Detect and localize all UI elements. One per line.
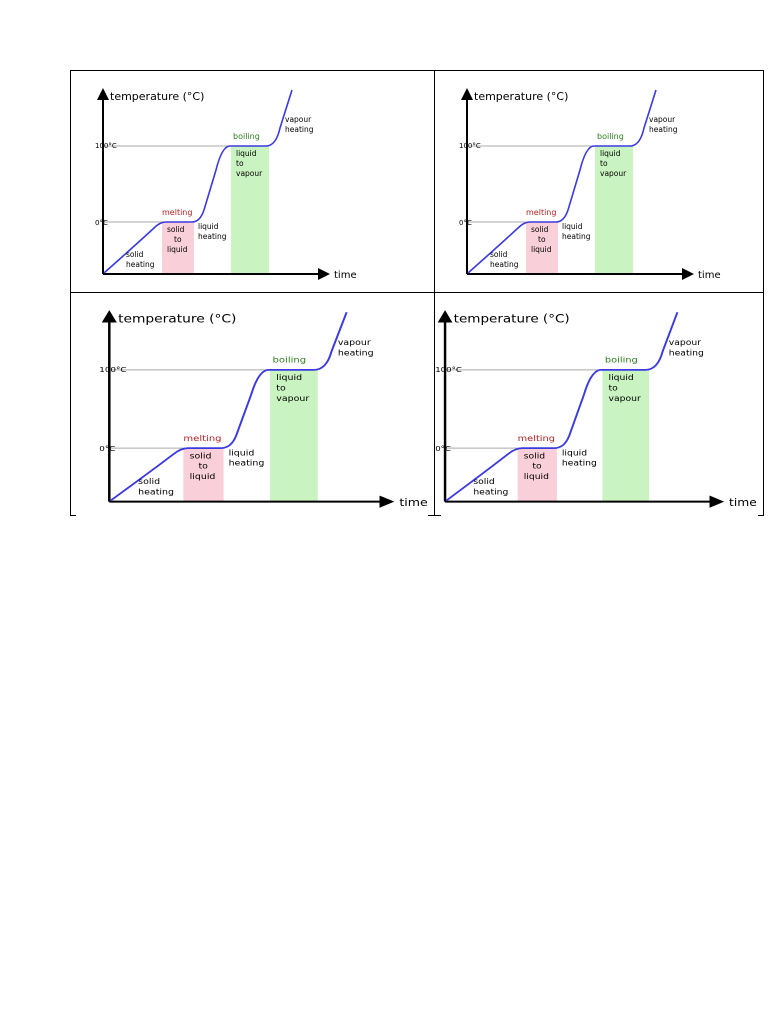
- boiling-title: boiling: [273, 356, 307, 366]
- vapour-heating-label: vapour heating: [338, 339, 374, 358]
- heating-curve-top-left: temperature (°C) time 100°C 0°C solid he…: [94, 82, 360, 286]
- heating-curve-line: [445, 311, 679, 502]
- vapour-heating-label: vapour heating: [669, 339, 704, 358]
- x-axis-label: time: [698, 270, 721, 281]
- grid-left-border: [70, 70, 71, 516]
- grid-top-border: [70, 70, 764, 71]
- tick-0: 0°C: [459, 219, 472, 227]
- solid-heating-label: solid heating: [490, 250, 519, 269]
- solid-heating-label: solid heating: [138, 478, 174, 497]
- heating-curve-line: [467, 89, 657, 274]
- liquid-heating-label: liquid heating: [562, 449, 597, 468]
- melting-box-text: solid to liquid: [167, 225, 188, 254]
- grid-center-border: [434, 70, 435, 516]
- grid-bottom-tick-mid-b: [435, 515, 441, 516]
- tick-0: 0°C: [435, 445, 451, 453]
- x-axis-label: time: [399, 496, 427, 509]
- grid-middle-border: [70, 292, 764, 293]
- tick-0: 0°C: [99, 445, 116, 453]
- melting-title: melting: [162, 208, 192, 217]
- boiling-region: [270, 369, 318, 502]
- melting-region: [162, 222, 194, 274]
- melting-box-text: solid to liquid: [531, 225, 552, 254]
- melting-title: melting: [518, 435, 555, 444]
- boiling-box-text: liquid to vapour: [609, 374, 642, 404]
- heating-curve-line: [103, 89, 293, 274]
- liquid-heating-label: liquid heating: [229, 449, 265, 468]
- melting-title: melting: [526, 208, 556, 217]
- boiling-region: [231, 146, 269, 274]
- melting-box-text: solid to liquid: [524, 452, 549, 482]
- heating-curve-line: [109, 311, 348, 502]
- x-axis-label: time: [334, 270, 357, 281]
- heating-curve-grid: temperature (°C) time 100°C 0°C solid he…: [70, 70, 764, 516]
- melting-region: [517, 448, 557, 502]
- tick-100: 100°C: [95, 142, 117, 150]
- y-axis-label: temperature (°C): [110, 90, 204, 103]
- grid-bottom-tick-left: [70, 515, 76, 516]
- boiling-box-text: liquid to vapour: [276, 374, 309, 404]
- tick-100: 100°C: [435, 366, 462, 374]
- liquid-heating-label: liquid heating: [562, 222, 591, 241]
- vapour-heating-label: vapour heating: [285, 115, 314, 134]
- liquid-heating-label: liquid heating: [198, 222, 227, 241]
- heating-curve-bottom-right: temperature (°C) time 100°C 0°C solid he…: [434, 304, 761, 514]
- boiling-region: [595, 146, 633, 274]
- melting-title: melting: [183, 434, 221, 444]
- vapour-heating-label: vapour heating: [649, 115, 678, 134]
- heating-curve-svg: temperature (°C) time 100°C 0°C solid he…: [95, 88, 357, 281]
- tick-0: 0°C: [95, 219, 108, 227]
- tick-100: 100°C: [459, 142, 481, 150]
- boiling-title: boiling: [597, 132, 624, 141]
- grid-right-border: [763, 70, 764, 516]
- heating-curve-svg: temperature (°C) time 100°C 0°C solid he…: [435, 310, 757, 509]
- boiling-title: boiling: [233, 132, 260, 141]
- grid-bottom-tick-mid-a: [428, 515, 434, 516]
- grid-bottom-tick-right: [758, 515, 764, 516]
- solid-heating-label: solid heating: [126, 250, 155, 269]
- y-axis-label: temperature (°C): [454, 312, 570, 326]
- boiling-box-text: liquid to vapour: [236, 149, 263, 178]
- boiling-region: [602, 369, 650, 502]
- solid-heating-label: solid heating: [473, 478, 508, 497]
- boiling-title: boiling: [605, 356, 638, 365]
- melting-box-text: solid to liquid: [190, 452, 216, 482]
- x-axis-label: time: [729, 496, 757, 509]
- y-axis-label: temperature (°C): [118, 312, 236, 325]
- boiling-box-text: liquid to vapour: [600, 149, 627, 178]
- y-axis-label: temperature (°C): [474, 90, 568, 103]
- heating-curve-bottom-left: temperature (°C) time 100°C 0°C solid he…: [98, 304, 432, 514]
- melting-region: [183, 448, 224, 502]
- tick-100: 100°C: [99, 366, 127, 374]
- heating-curve-top-right: temperature (°C) time 100°C 0°C solid he…: [458, 82, 724, 286]
- heating-curve-svg: temperature (°C) time 100°C 0°C solid he…: [459, 88, 721, 281]
- heating-curve-svg: temperature (°C) time 100°C 0°C solid he…: [99, 310, 428, 509]
- melting-region: [526, 222, 558, 274]
